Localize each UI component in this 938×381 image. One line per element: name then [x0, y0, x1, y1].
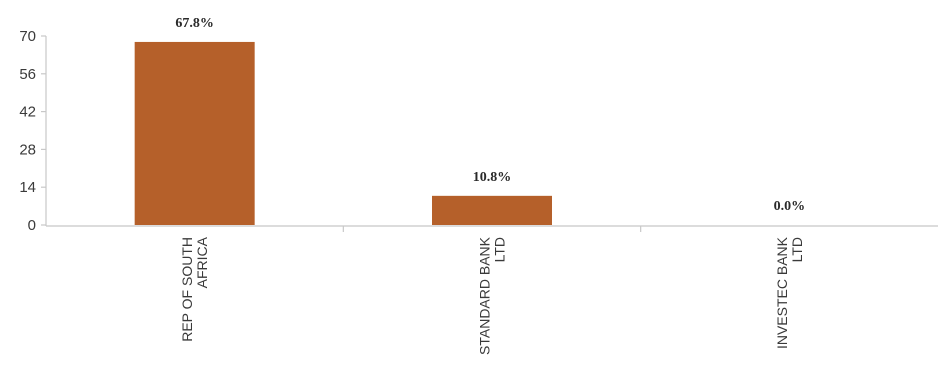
y-axis: 0 14 28 42 56 70: [19, 28, 47, 234]
bar: [134, 41, 255, 225]
bars: [134, 41, 552, 225]
category-label-line: LTD: [492, 237, 508, 262]
category-label-line: AFRICA: [194, 236, 210, 288]
category-labels: REP OF SOUTH AFRICA STANDARD BANK LTD INVEST…: [179, 236, 805, 355]
data-labels: 67.8% 10.8% 0.0%: [175, 16, 805, 214]
category-label-line: INVESTEC BANK: [774, 236, 790, 349]
category-label: STANDARD BANK LTD: [477, 236, 508, 355]
data-label: 10.8%: [473, 170, 512, 185]
y-tick-label: 70: [19, 28, 36, 45]
y-tick-label: 42: [19, 104, 36, 121]
y-tick-label: 14: [19, 179, 36, 196]
category-label: REP OF SOUTH AFRICA: [179, 236, 210, 341]
category-label-line: REP OF SOUTH: [179, 237, 195, 342]
data-label: 67.8%: [175, 16, 214, 31]
category-label-line: STANDARD BANK: [477, 236, 493, 355]
category-label-line: LTD: [789, 237, 805, 262]
bar: [432, 195, 552, 225]
y-tick-label: 28: [19, 141, 36, 158]
data-label: 0.0%: [774, 199, 806, 214]
x-axis: [46, 225, 938, 232]
y-tick-label: 56: [19, 66, 36, 83]
category-label: INVESTEC BANK LTD: [774, 236, 805, 349]
y-tick-label: 0: [28, 217, 36, 234]
